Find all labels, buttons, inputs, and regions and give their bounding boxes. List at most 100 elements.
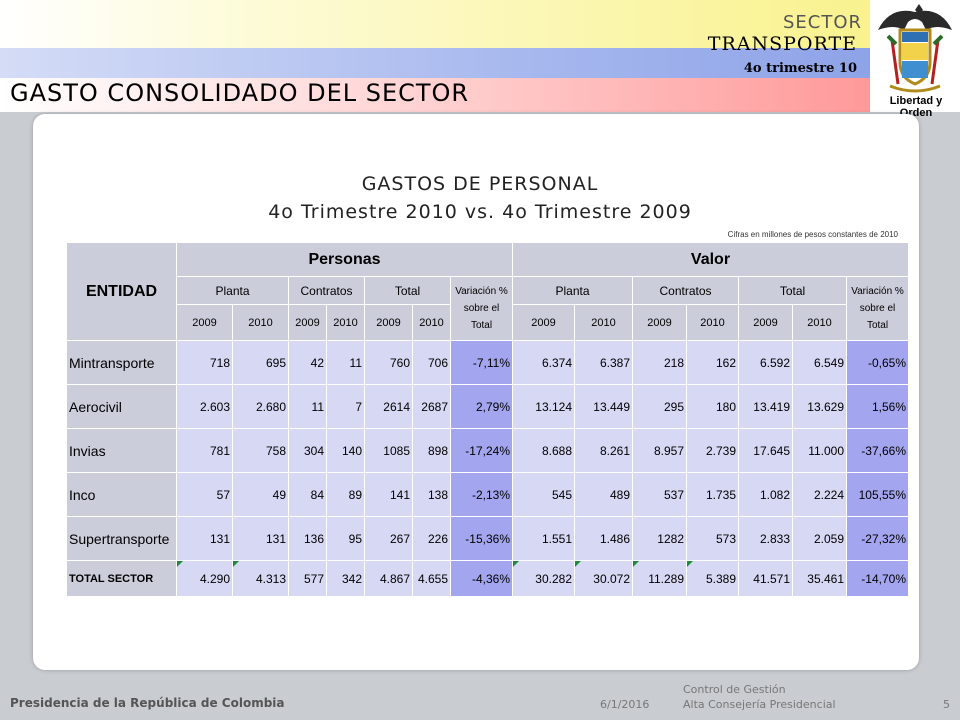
year-header: 2010 bbox=[792, 304, 847, 341]
total-cell: 30.072 bbox=[574, 560, 633, 597]
year-header: 2010 bbox=[686, 304, 739, 341]
entity-name: Aerocivil bbox=[66, 384, 177, 429]
table-cell: 140 bbox=[326, 428, 365, 473]
footer-page-number: 5 bbox=[943, 698, 950, 711]
personas-contratos-header: Contratos bbox=[288, 276, 365, 305]
table-subtitle: 4o Trimestre 2010 vs. 4o Trimestre 2009 bbox=[268, 201, 692, 223]
variation-cell: 2,79% bbox=[450, 384, 513, 429]
table-cell: 1.082 bbox=[738, 472, 793, 517]
variation-cell: -15,36% bbox=[450, 516, 513, 561]
variation-cell: -27,32% bbox=[846, 516, 909, 561]
table-cell: 57 bbox=[176, 472, 233, 517]
table-cell: 8.261 bbox=[574, 428, 633, 473]
footer-control-line2: Alta Consejería Presidencial bbox=[683, 698, 836, 711]
footer-organization: Presidencia de la República de Colombia bbox=[10, 696, 285, 710]
variation-cell: -7,11% bbox=[450, 340, 513, 385]
year-header: 2010 bbox=[326, 304, 365, 341]
variation-cell: -0,65% bbox=[846, 340, 909, 385]
total-cell: 4.313 bbox=[232, 560, 289, 597]
table-row: Inco 57 49 84 89 141 138 -2,13% 545 489 … bbox=[66, 472, 909, 517]
year-header: 2009 bbox=[176, 304, 233, 341]
total-cell: 4.867 bbox=[364, 560, 413, 597]
personas-header: Personas bbox=[176, 242, 513, 277]
table-cell: 1.735 bbox=[686, 472, 739, 517]
table-cell: 95 bbox=[326, 516, 365, 561]
total-cell: 35.461 bbox=[792, 560, 847, 597]
table-cell: 2.739 bbox=[686, 428, 739, 473]
table-cell: 1.551 bbox=[512, 516, 575, 561]
table-cell: 2.680 bbox=[232, 384, 289, 429]
table-cell: 2.059 bbox=[792, 516, 847, 561]
table-note: Cifras en millones de pesos constantes d… bbox=[727, 230, 898, 239]
table-cell: 573 bbox=[686, 516, 739, 561]
total-label: TOTAL SECTOR bbox=[66, 560, 177, 597]
table-cell: 6.387 bbox=[574, 340, 633, 385]
table-cell: 8.688 bbox=[512, 428, 575, 473]
table-cell: 11 bbox=[288, 384, 327, 429]
table-cell: 17.645 bbox=[738, 428, 793, 473]
valor-variacion-header: Variación % sobre el Total bbox=[846, 276, 909, 341]
table-cell: 295 bbox=[632, 384, 687, 429]
table-cell: 138 bbox=[412, 472, 451, 517]
total-cell: 30.282 bbox=[512, 560, 575, 597]
footer-control-line1: Control de Gestión bbox=[683, 683, 786, 696]
table-cell: 304 bbox=[288, 428, 327, 473]
total-cell: 4.655 bbox=[412, 560, 451, 597]
entity-name: Supertransporte bbox=[66, 516, 177, 561]
table-cell: 13.419 bbox=[738, 384, 793, 429]
table-cell: 6.374 bbox=[512, 340, 575, 385]
header-band-pink bbox=[0, 78, 870, 112]
year-header: 2009 bbox=[288, 304, 327, 341]
table-cell: 141 bbox=[364, 472, 413, 517]
table-row: Mintransporte 718 695 42 11 760 706 -7,1… bbox=[66, 340, 909, 385]
table-cell: 89 bbox=[326, 472, 365, 517]
personas-variacion-line1: Variación % bbox=[455, 286, 508, 297]
valor-variacion-line2: sobre el bbox=[859, 303, 896, 314]
year-header: 2009 bbox=[738, 304, 793, 341]
sector-label: SECTOR bbox=[782, 12, 862, 33]
table-cell: 218 bbox=[632, 340, 687, 385]
footer-date: 6/1/2016 bbox=[600, 698, 650, 711]
personas-planta-header: Planta bbox=[176, 276, 289, 305]
table-row: Invias 781 758 304 140 1085 898 -17,24% … bbox=[66, 428, 909, 473]
entidad-header: ENTIDAD bbox=[66, 242, 177, 341]
table-cell: 695 bbox=[232, 340, 289, 385]
table-cell: 84 bbox=[288, 472, 327, 517]
table-cell: 1085 bbox=[364, 428, 413, 473]
table-cell: 2.603 bbox=[176, 384, 233, 429]
header-band-yellow bbox=[0, 0, 870, 48]
table-cell: 6.592 bbox=[738, 340, 793, 385]
colombia-coat-of-arms-icon bbox=[878, 4, 952, 93]
personas-variacion-line2: sobre el Total bbox=[463, 303, 500, 331]
personas-variacion-header: Variación % sobre el Total bbox=[450, 276, 513, 341]
table-cell: 136 bbox=[288, 516, 327, 561]
variation-cell: -17,24% bbox=[450, 428, 513, 473]
valor-total-header: Total bbox=[738, 276, 847, 305]
table-cell: 537 bbox=[632, 472, 687, 517]
year-header: 2010 bbox=[412, 304, 451, 341]
table-cell: 706 bbox=[412, 340, 451, 385]
table-cell: 718 bbox=[176, 340, 233, 385]
total-cell: 342 bbox=[326, 560, 365, 597]
table-cell: 180 bbox=[686, 384, 739, 429]
table-cell: 2.224 bbox=[792, 472, 847, 517]
valor-variacion-line1: Variación % bbox=[851, 286, 904, 297]
table-cell: 2687 bbox=[412, 384, 451, 429]
total-variation-cell: -14,70% bbox=[846, 560, 909, 597]
entity-name: Inco bbox=[66, 472, 177, 517]
total-cell: 11.289 bbox=[632, 560, 687, 597]
table-cell: 2614 bbox=[364, 384, 413, 429]
variation-cell: -37,66% bbox=[846, 428, 909, 473]
table-cell: 1282 bbox=[632, 516, 687, 561]
valor-variacion-line3: Total bbox=[866, 320, 889, 331]
table-cell: 6.549 bbox=[792, 340, 847, 385]
total-row: TOTAL SECTOR 4.290 4.313 577 342 4.867 4… bbox=[66, 560, 909, 597]
entity-name: Mintransporte bbox=[66, 340, 177, 385]
header-band-blue bbox=[0, 48, 870, 78]
page-title: GASTO CONSOLIDADO DEL SECTOR bbox=[10, 79, 470, 107]
table-cell: 1.486 bbox=[574, 516, 633, 561]
table-cell: 13.629 bbox=[792, 384, 847, 429]
table-cell: 13.124 bbox=[512, 384, 575, 429]
total-cell: 4.290 bbox=[176, 560, 233, 597]
gastos-personal-table: ENTIDAD Personas Valor Planta Contratos … bbox=[66, 242, 909, 597]
